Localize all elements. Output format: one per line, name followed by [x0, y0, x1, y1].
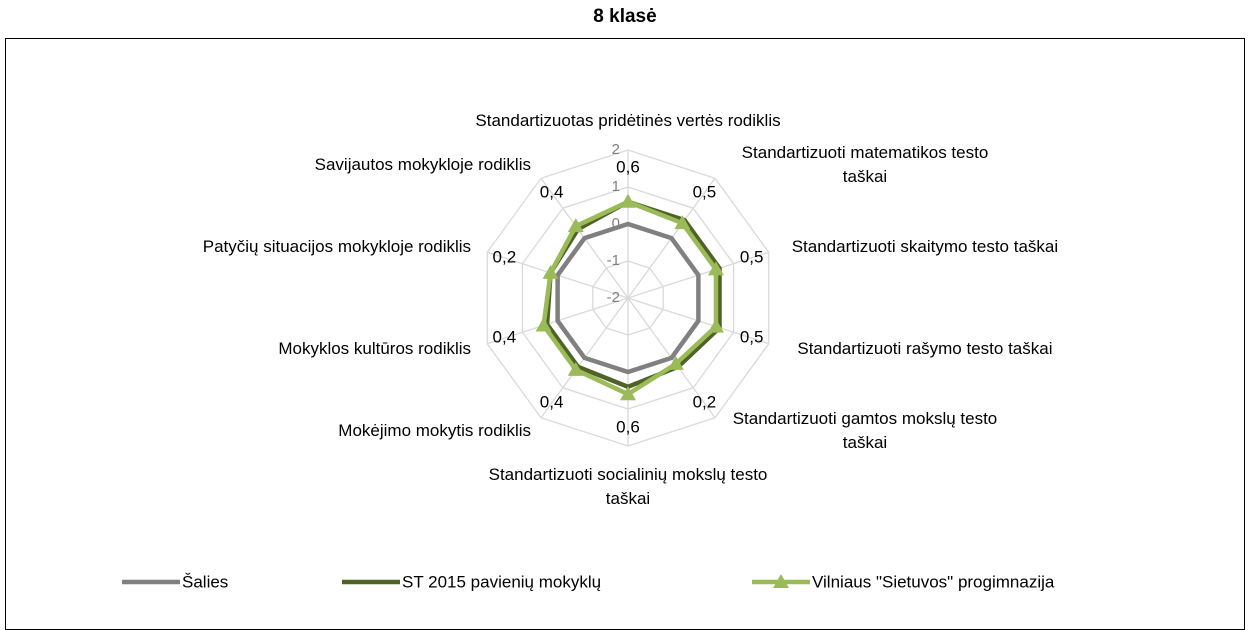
category-label: Mokėjimo mokytis rodiklis: [338, 421, 531, 441]
marker: [667, 355, 684, 370]
marker: [620, 193, 636, 208]
marker: [707, 318, 724, 333]
marker: [535, 317, 552, 332]
legend-label: Vilniaus "Sietuvos" progimnazija: [812, 572, 1055, 591]
category-label: Standartizuoti socialinių mokslų testo t…: [488, 465, 768, 508]
series-line: [555, 221, 701, 375]
category-label: Mokyklos kultūros rodiklis: [278, 338, 472, 358]
legend-label: Šalies: [182, 572, 228, 591]
y-tick-label: 2: [612, 141, 620, 158]
category-label: Standartizuoti matematikos testo taškai: [741, 142, 989, 186]
category-label: Standartizuotas pridėtinės vertės rodikl…: [475, 111, 781, 130]
data-label: 0,6: [616, 157, 640, 176]
marker: [567, 218, 584, 233]
y-tick-label: -1: [607, 252, 620, 269]
category-label: Standartizuoti rašymo testo taškai: [797, 338, 1053, 358]
data-label: 0,5: [740, 247, 764, 266]
marker: [542, 264, 559, 279]
category-label: Savijautos mokykloje rodiklis: [314, 154, 531, 174]
y-tick-label: 1: [612, 178, 620, 195]
legend-marker: [773, 574, 789, 588]
data-label: 0,2: [493, 247, 517, 266]
data-label: 0,4: [493, 328, 517, 347]
data-label: 0,4: [540, 393, 564, 412]
category-label: Standartizuoti gamtos mokslų testo taška…: [732, 409, 998, 453]
y-tick-label: 0: [612, 215, 620, 232]
marker: [674, 215, 691, 230]
data-label: 0,5: [740, 328, 764, 347]
data-label: 0,4: [540, 182, 564, 201]
data-label: 0,5: [693, 182, 717, 201]
marker: [567, 361, 584, 376]
data-label: 0,2: [693, 393, 717, 412]
y-tick-label: -2: [607, 289, 620, 306]
category-label: Standartizuoti skaitymo testo taškai: [791, 237, 1059, 256]
legend-label: ST 2015 pavienių mokyklų: [402, 572, 601, 591]
chart-title: 8 klasė: [593, 6, 657, 27]
marker: [620, 386, 636, 401]
marker: [707, 261, 724, 276]
category-label: Patyčių situacijos mokykloje rodiklis: [202, 237, 472, 256]
data-label: 0,6: [616, 417, 640, 436]
